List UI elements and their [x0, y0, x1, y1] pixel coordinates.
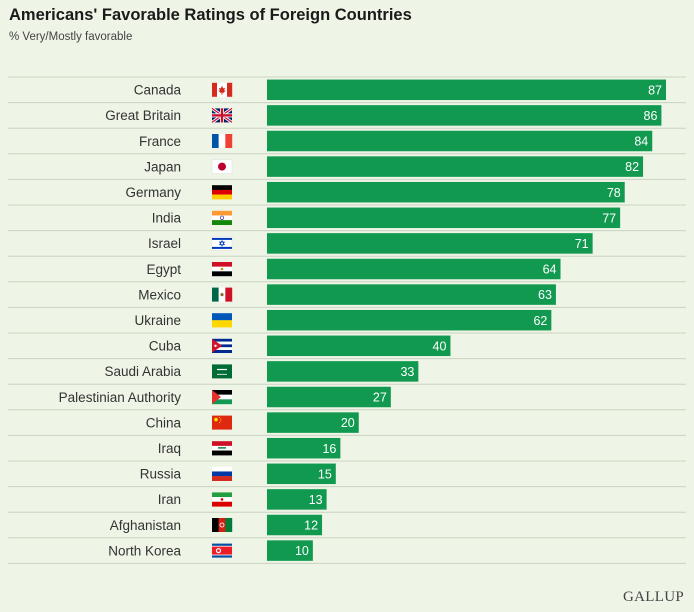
- value-label: 86: [644, 109, 658, 123]
- category-label: Saudi Arabia: [104, 364, 181, 379]
- value-label: 87: [648, 83, 662, 97]
- cuba-flag-icon: [212, 338, 232, 353]
- category-label: Cuba: [149, 339, 182, 354]
- saudi-arabia-flag-icon: [212, 364, 232, 379]
- category-label: India: [152, 211, 182, 226]
- bar: [267, 437, 341, 459]
- value-label: 78: [607, 186, 621, 200]
- iran-flag-icon: [212, 492, 232, 507]
- category-label: Palestinian Authority: [59, 390, 182, 405]
- bar: [267, 284, 556, 305]
- bar: [267, 309, 552, 331]
- bar: [267, 335, 451, 357]
- value-label: 16: [322, 442, 336, 456]
- north-korea-flag-icon: [212, 543, 232, 558]
- bar: [267, 514, 323, 536]
- category-label: Ukraine: [134, 313, 181, 328]
- bar: [267, 463, 336, 485]
- category-label: China: [146, 415, 182, 430]
- category-label: Russia: [140, 467, 182, 482]
- bar: [267, 540, 313, 561]
- bar: [267, 412, 359, 433]
- iraq-flag-icon: [212, 441, 232, 456]
- category-label: Canada: [134, 83, 182, 98]
- israel-flag-icon: [211, 236, 233, 251]
- category-label: Great Britain: [105, 108, 181, 123]
- egypt-flag-icon: [212, 262, 232, 277]
- value-label: 13: [309, 493, 323, 507]
- canada-flag-icon: [212, 82, 233, 97]
- bar: [267, 156, 644, 177]
- category-label: France: [139, 134, 181, 149]
- bar: [267, 233, 593, 254]
- bar: [267, 386, 391, 408]
- category-label: Iran: [158, 492, 181, 507]
- value-label: 40: [433, 339, 447, 353]
- france-flag-icon: [212, 134, 233, 148]
- ukraine-flag-icon: [212, 313, 232, 328]
- category-label: Egypt: [146, 262, 181, 277]
- japan-flag-icon: [211, 159, 233, 174]
- value-label: 77: [602, 211, 616, 225]
- india-flag-icon: [212, 210, 232, 225]
- bar: [267, 258, 561, 280]
- value-label: 71: [575, 237, 589, 251]
- value-label: 15: [318, 467, 332, 481]
- chart-title: Americans' Favorable Ratings of Foreign …: [9, 6, 412, 24]
- mexico-flag-icon: [212, 287, 233, 302]
- great-britain-flag-icon: [211, 107, 233, 124]
- bar: [267, 105, 662, 126]
- chart-subtitle: % Very/Mostly favorable: [9, 31, 133, 43]
- afghanistan-flag-icon: [212, 518, 233, 532]
- bar: [267, 489, 327, 510]
- china-flag-icon: [212, 415, 232, 430]
- palestine-flag-icon: [212, 390, 232, 405]
- value-label: 33: [400, 365, 414, 379]
- category-label: Germany: [125, 185, 181, 200]
- value-label: 10: [295, 544, 309, 558]
- bar: [267, 79, 666, 101]
- value-label: 82: [625, 160, 639, 174]
- category-label: Afghanistan: [110, 518, 181, 533]
- value-label: 64: [543, 263, 557, 277]
- category-label: North Korea: [108, 543, 181, 558]
- bar: [267, 130, 653, 152]
- value-label: 62: [533, 314, 547, 328]
- germany-flag-icon: [212, 185, 232, 200]
- russia-flag-icon: [212, 466, 232, 481]
- value-label: 63: [538, 288, 552, 302]
- category-label: Mexico: [138, 287, 181, 302]
- value-label: 20: [341, 416, 355, 430]
- value-label: 12: [304, 519, 318, 533]
- bar: [267, 361, 419, 382]
- bar: [267, 181, 625, 203]
- category-label: Israel: [148, 236, 181, 251]
- category-label: Japan: [144, 159, 181, 174]
- bar: [267, 207, 621, 229]
- category-label: Iraq: [158, 441, 181, 456]
- gallup-logo: GALLUP: [623, 589, 684, 605]
- value-label: 27: [373, 391, 387, 405]
- value-label: 84: [634, 135, 648, 149]
